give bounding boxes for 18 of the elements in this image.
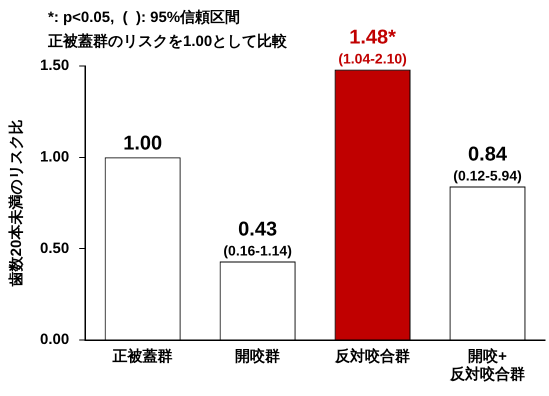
x-tick-label: 開咬+ 反対咬合群 — [449, 347, 526, 384]
x-tick-label: 正被蓋群 — [112, 348, 173, 366]
x-tick-label: 反対咬合群 — [334, 347, 410, 366]
annotation: (1.04-2.10) — [338, 50, 407, 67]
annotation: (0.16-1.14) — [223, 242, 292, 258]
annotation: (0.12-5.94) — [453, 168, 522, 184]
text: *: p<0.05, ( ): 95%信頼区間 — [48, 9, 240, 26]
y-axis-title: 歯数20本未満のリスク比 — [8, 120, 26, 288]
data-label: 0.84 — [468, 144, 508, 166]
text: 正被蓋群のリスクを1.00として比較 — [47, 33, 288, 50]
data-label: 0.43 — [238, 218, 278, 240]
y-tick-label: 1.50 — [40, 57, 70, 74]
y-tick-label: 1.00 — [40, 148, 70, 166]
x-tick-label: 開咬群 — [235, 347, 280, 366]
data-label: 1.48* — [349, 26, 396, 49]
y-tick-label: 0.00 — [40, 331, 70, 348]
y-tick-label: 0.50 — [40, 240, 70, 257]
data-label: 1.00 — [123, 132, 162, 154]
